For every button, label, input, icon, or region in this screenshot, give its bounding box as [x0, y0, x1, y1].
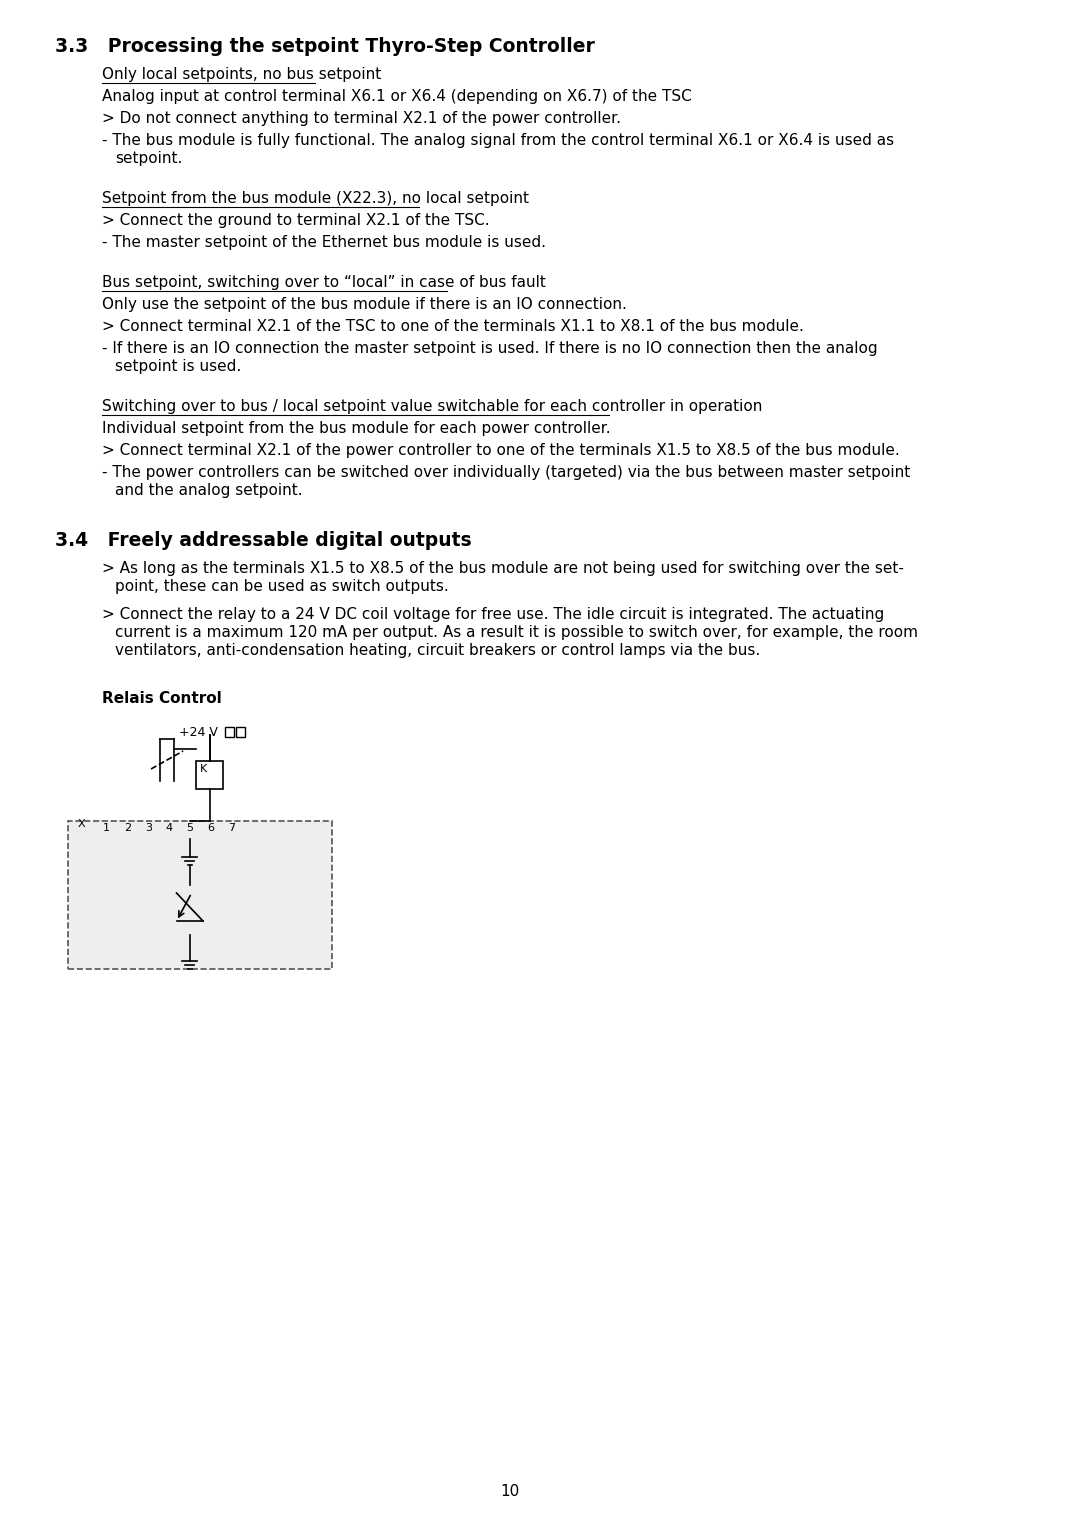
- Bar: [179, 822, 200, 838]
- Text: - The power controllers can be switched over individually (targeted) via the bus: - The power controllers can be switched …: [102, 466, 910, 479]
- Bar: [200, 822, 221, 838]
- Bar: [68, 822, 333, 970]
- Text: point, these can be used as switch outputs.: point, these can be used as switch outpu…: [116, 579, 449, 594]
- Text: 2: 2: [124, 823, 131, 834]
- Bar: [117, 822, 138, 838]
- Text: > Connect terminal X2.1 of the power controller to one of the terminals X1.5 to : > Connect terminal X2.1 of the power con…: [102, 443, 900, 458]
- Bar: [159, 822, 179, 838]
- Text: and the analog setpoint.: and the analog setpoint.: [116, 483, 302, 498]
- Text: current is a maximum 120 mA per output. As a result it is possible to switch ove: current is a maximum 120 mA per output. …: [116, 625, 918, 640]
- Text: > Do not connect anything to terminal X2.1 of the power controller.: > Do not connect anything to terminal X2…: [102, 111, 621, 127]
- Text: setpoint.: setpoint.: [116, 151, 183, 166]
- Text: > Connect terminal X2.1 of the TSC to one of the terminals X1.1 to X8.1 of the b: > Connect terminal X2.1 of the TSC to on…: [102, 319, 804, 334]
- Text: 5: 5: [186, 823, 193, 834]
- Text: 6: 6: [207, 823, 214, 834]
- Text: 3.4   Freely addressable digital outputs: 3.4 Freely addressable digital outputs: [55, 531, 471, 550]
- Text: - The bus module is fully functional. The analog signal from the control termina: - The bus module is fully functional. Th…: [102, 133, 894, 148]
- Text: X: X: [78, 818, 85, 829]
- Bar: [138, 822, 159, 838]
- Bar: [197, 760, 222, 789]
- Text: Individual setpoint from the bus module for each power controller.: Individual setpoint from the bus module …: [102, 421, 610, 437]
- Text: Switching over to bus / local setpoint value switchable for each controller in o: Switching over to bus / local setpoint v…: [102, 399, 762, 414]
- Text: 1: 1: [104, 823, 110, 834]
- Text: 7: 7: [228, 823, 234, 834]
- Text: Bus setpoint, switching over to “local” in case of bus fault: Bus setpoint, switching over to “local” …: [102, 275, 545, 290]
- Text: Only local setpoints, no bus setpoint: Only local setpoints, no bus setpoint: [102, 67, 381, 82]
- Text: - If there is an IO connection the master setpoint is used. If there is no IO co: - If there is an IO connection the maste…: [102, 341, 878, 356]
- Bar: [237, 727, 245, 738]
- Text: +24 V: +24 V: [179, 725, 218, 739]
- Text: 10: 10: [500, 1484, 519, 1500]
- Text: setpoint is used.: setpoint is used.: [116, 359, 242, 374]
- Text: > Connect the ground to terminal X2.1 of the TSC.: > Connect the ground to terminal X2.1 of…: [102, 212, 489, 228]
- Text: 3.3   Processing the setpoint Thyro-Step Controller: 3.3 Processing the setpoint Thyro-Step C…: [55, 37, 595, 56]
- Text: 3: 3: [145, 823, 151, 834]
- Bar: [96, 822, 117, 838]
- Text: > Connect the relay to a 24 V DC coil voltage for free use. The idle circuit is : > Connect the relay to a 24 V DC coil vo…: [102, 608, 885, 621]
- Text: 4: 4: [165, 823, 173, 834]
- Text: - The master setpoint of the Ethernet bus module is used.: - The master setpoint of the Ethernet bu…: [102, 235, 546, 250]
- Text: K: K: [200, 764, 207, 774]
- Bar: [225, 727, 234, 738]
- Text: Analog input at control terminal X6.1 or X6.4 (depending on X6.7) of the TSC: Analog input at control terminal X6.1 or…: [102, 89, 691, 104]
- Text: Setpoint from the bus module (X22.3), no local setpoint: Setpoint from the bus module (X22.3), no…: [102, 191, 529, 206]
- Text: Relais Control: Relais Control: [102, 692, 221, 705]
- Text: Only use the setpoint of the bus module if there is an IO connection.: Only use the setpoint of the bus module …: [102, 296, 626, 312]
- Text: > As long as the terminals X1.5 to X8.5 of the bus module are not being used for: > As long as the terminals X1.5 to X8.5 …: [102, 560, 904, 576]
- Text: ventilators, anti-condensation heating, circuit breakers or control lamps via th: ventilators, anti-condensation heating, …: [116, 643, 760, 658]
- Bar: [221, 822, 242, 838]
- Bar: [94, 822, 105, 838]
